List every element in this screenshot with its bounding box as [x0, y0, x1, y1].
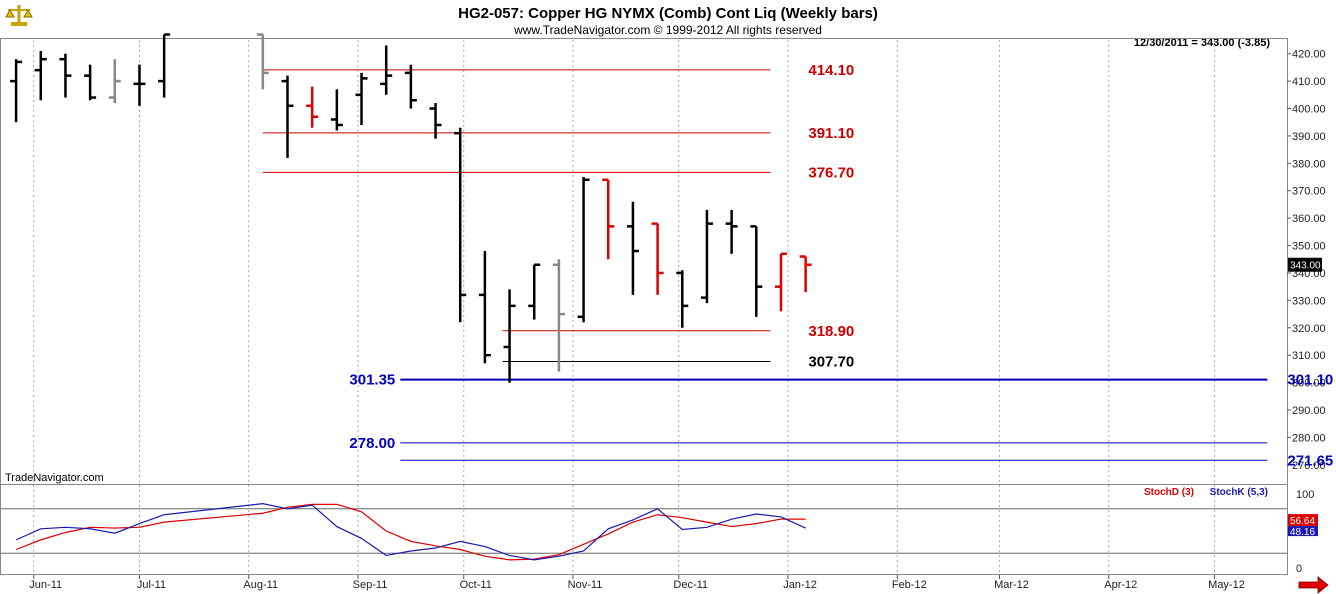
x-tick-label: Sep-11: [353, 579, 388, 591]
x-tick-label: Feb-12: [892, 579, 927, 591]
x-tick-label: Dec-11: [673, 579, 708, 591]
ohlc-bar: [10, 59, 23, 123]
price-panel-frame: [0, 38, 1288, 485]
y-tick-label: 300.00: [1292, 378, 1326, 390]
chart-title: HG2-057: Copper HG NYMX (Comb) Cont Liq …: [458, 5, 878, 22]
ohlc-bar: [478, 251, 491, 364]
ohlc-bar: [256, 33, 269, 90]
y-tick-label: 290.00: [1292, 405, 1326, 417]
stoch-y-tick-label: 0: [1296, 563, 1302, 575]
ohlc-bar: [454, 127, 467, 323]
stochd-value-label: 56.64: [1290, 516, 1315, 527]
x-tick-label: May-12: [1208, 579, 1245, 591]
ohlc-bar: [429, 103, 442, 139]
last-price-label: 343.00: [1290, 261, 1321, 272]
level-label: 307.70: [808, 353, 854, 370]
ohlc-bar: [133, 64, 146, 106]
ohlc-bar: [626, 201, 639, 295]
ohlc-bar: [725, 209, 738, 254]
y-tick-label: 410.00: [1292, 76, 1326, 88]
ohlc-bar: [503, 289, 516, 383]
ohlc-bar: [380, 45, 393, 95]
copyright-subtitle: www.TradeNavigator.com © 1999-2012 All r…: [513, 23, 822, 37]
ohlc-bar: [552, 259, 565, 372]
price-axis: 270.00 280.00 290.00 300.00 310.00 320.00 330.…: [1287, 49, 1326, 472]
y-tick-label: 270.00: [1292, 460, 1326, 472]
stochd-value-box: [1288, 514, 1318, 527]
brand-label: TradeNavigator.com: [5, 472, 104, 484]
y-tick-label: 280.00: [1292, 432, 1326, 444]
last-quote-readout: 12/30/2011 = 343.00 (-3.85): [1134, 37, 1270, 49]
level-label: 414.10: [808, 62, 854, 79]
y-tick-label: 320.00: [1292, 323, 1326, 335]
level-label: 301.10: [1287, 372, 1333, 389]
time-axis: Jun-11 Jul-11 Aug-11 Sep-11 Oct-11 Nov-11 Dec-…: [29, 575, 1245, 591]
y-tick-label: 330.00: [1292, 295, 1326, 307]
ohlc-bar: [34, 50, 47, 101]
ohlc-bar: [602, 178, 615, 260]
ohlc-bar: [59, 53, 72, 98]
last-price-box: [1288, 257, 1322, 272]
stoch-y-tick-label: 100: [1296, 489, 1314, 501]
legend-stochd: StochD (3): [1144, 487, 1194, 498]
logo-icon: [4, 3, 34, 27]
level-label: 391.10: [808, 125, 854, 142]
y-tick-label: 310.00: [1292, 350, 1326, 362]
level-label: 376.70: [808, 164, 854, 181]
x-tick-label: Jan-12: [783, 579, 817, 591]
x-tick-label: Mar-12: [994, 579, 1029, 591]
ohlc-bar: [404, 64, 417, 109]
x-tick-label: Oct-11: [460, 579, 492, 591]
ohlc-bar: [355, 72, 368, 125]
stoch-series-line: [15, 503, 806, 561]
x-tick-label: Jul-11: [137, 579, 166, 591]
scroll-right-arrow-icon[interactable]: [1298, 576, 1329, 594]
level-label: 318.90: [808, 323, 854, 340]
ohlc-bar: [651, 222, 664, 295]
ohlc-bar: [799, 255, 812, 293]
stoch-series-line: [15, 503, 806, 561]
ohlc-bar: [528, 263, 541, 320]
level-label: 278.00: [349, 435, 395, 452]
y-tick-label: 420.00: [1292, 49, 1326, 61]
stochastic-panel-frame: [0, 484, 1288, 575]
x-tick-label: Nov-11: [568, 579, 603, 591]
ohlc-bar: [750, 225, 763, 317]
x-tick-label: Apr-12: [1104, 579, 1137, 591]
level-label: 271.65: [1287, 452, 1333, 469]
ohlc-bar: [108, 59, 121, 104]
vertical-grid: [33, 40, 1216, 574]
y-tick-label: 390.00: [1292, 131, 1326, 143]
x-tick-label: Aug-11: [243, 579, 278, 591]
ohlc-bar: [330, 89, 343, 131]
x-tick-label: Jun-11: [29, 579, 62, 591]
ohlc-bars: [10, 33, 812, 383]
stochk-value-box: [1288, 526, 1318, 537]
ohlc-bar: [676, 270, 689, 328]
legend-stochk: StochK (5,3): [1210, 487, 1268, 498]
ohlc-bar: [158, 33, 171, 98]
ohlc-bar: [577, 177, 590, 323]
stochk-value-label: 48.16: [1290, 527, 1315, 538]
y-tick-label: 370.00: [1292, 186, 1326, 198]
ohlc-bar: [774, 252, 787, 312]
level-start-label: 301.35: [349, 372, 395, 389]
ohlc-bar: [306, 86, 319, 128]
ohlc-bar: [281, 75, 294, 158]
y-tick-label: 400.00: [1292, 104, 1326, 116]
ohlc-bar: [84, 64, 97, 101]
y-tick-label: 380.00: [1292, 158, 1326, 170]
y-tick-label: 350.00: [1292, 241, 1326, 253]
price-levels: 414.10 391.10 376.70 318.90 307.70 301.10 301.…: [262, 62, 1333, 469]
ohlc-bar: [700, 209, 713, 304]
y-tick-label: 360.00: [1292, 213, 1326, 225]
